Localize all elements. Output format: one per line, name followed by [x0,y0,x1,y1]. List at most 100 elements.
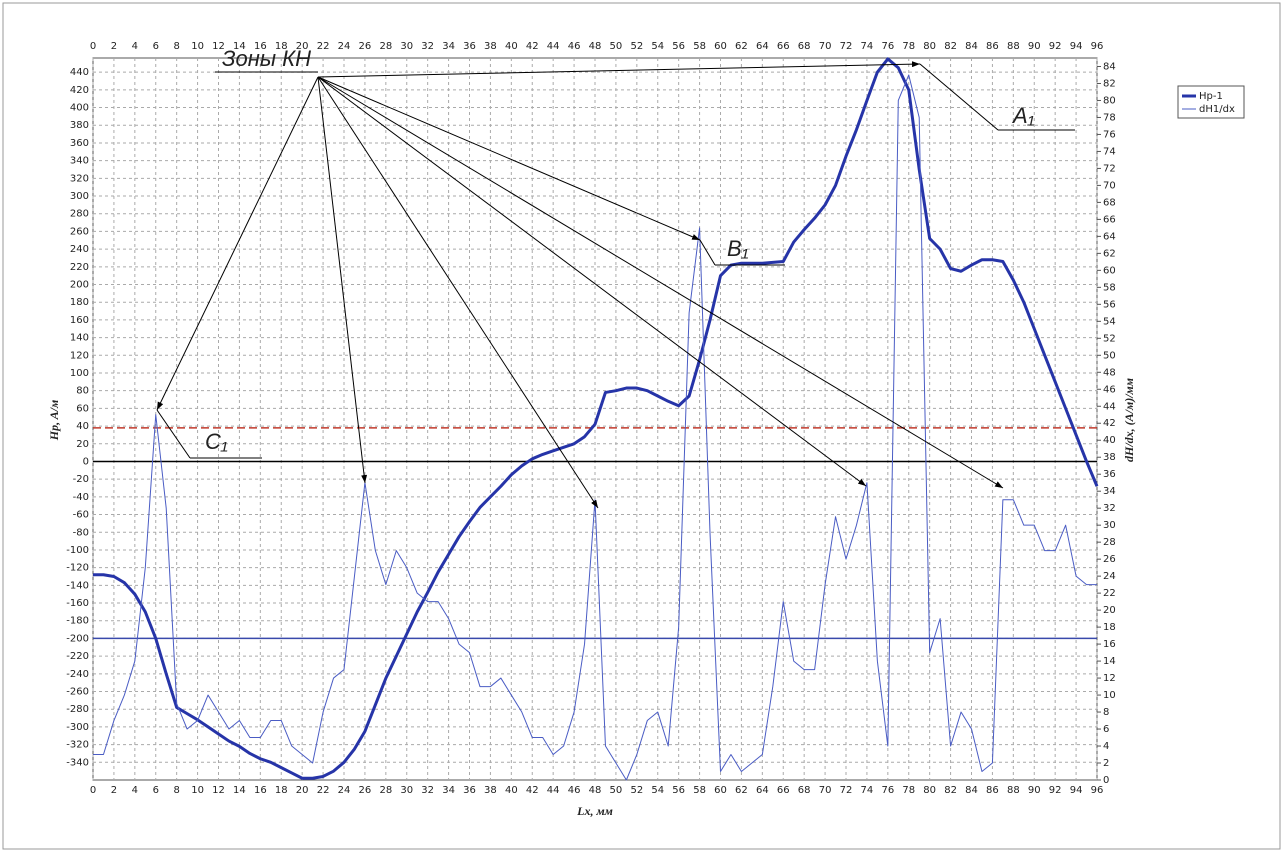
x-tick-label-top: 40 [505,41,518,52]
y2-tick-label: 22 [1103,588,1116,599]
y2-tick-label: 28 [1103,537,1116,548]
x-tick-label-top: 94 [1070,41,1083,52]
x-tick-label: 90 [1028,785,1041,796]
x-tick-label: 48 [589,785,602,796]
y-tick-label: 340 [70,156,89,167]
annotation-arrow [156,76,319,411]
x-tick-label: 60 [714,785,727,796]
x-tick-label-top: 84 [965,41,978,52]
y2-tick-label: 52 [1103,333,1116,344]
x-tick-label-top: 88 [1007,41,1020,52]
y-tick-label: 0 [83,456,89,467]
annotation: B₁ [727,236,749,261]
y-tick-label: -40 [73,492,89,503]
x-tick-label-top: 4 [132,41,138,52]
annotation-leader [919,63,999,131]
y-tick-label: 160 [70,315,89,326]
x-tick-label: 10 [191,785,204,796]
y-tick-label: -300 [66,722,89,733]
y-tick-label: -200 [66,633,89,644]
y2-tick-label: 48 [1103,367,1116,378]
annotation-arrow [317,76,1004,489]
x-tick-label-top: 68 [798,41,811,52]
y-tick-label: -320 [66,740,89,751]
series-line [93,57,1099,780]
x-tick-label: 82 [944,785,957,796]
x-tick-label-top: 92 [1049,41,1062,52]
x-tick-label-top: 58 [693,41,706,52]
y-tick-label: 380 [70,120,89,131]
annotation-arrow [317,76,368,484]
x-tick-label: 42 [526,785,539,796]
annotation: A₁ [1011,103,1035,128]
x-tick-label-top: 90 [1028,41,1041,52]
x-tick-label: 40 [505,785,518,796]
y2-tick-label: 46 [1103,384,1116,395]
y2-tick-label: 8 [1103,707,1109,718]
x-tick-label-top: 6 [153,41,159,52]
y-tick-label: 420 [70,85,89,96]
x-tick-label-top: 24 [338,41,351,52]
x-tick-label-top: 12 [212,41,225,52]
y-tick-label: -260 [66,687,89,698]
y-tick-label: 360 [70,138,89,149]
x-tick-label: 64 [756,785,769,796]
x-tick-label-top: 26 [359,41,372,52]
x-tick-label-top: 14 [233,41,246,52]
y2-tick-label: 32 [1103,503,1116,514]
y2-tick-label: 20 [1103,605,1116,616]
x-tick-label: 58 [693,785,706,796]
x-tick-label-top: 50 [610,41,623,52]
annotation: Зоны КН [222,46,311,71]
y-tick-label: 280 [70,209,89,220]
x-tick-label: 6 [153,785,159,796]
x-tick-label: 68 [798,785,811,796]
legend-label: dH1/dx [1199,104,1235,115]
x-tick-label: 86 [986,785,999,796]
y-tick-label: 180 [70,297,89,308]
y2-tick-label: 24 [1103,571,1116,582]
y-tick-label: 20 [76,439,89,450]
x-tick-label: 16 [254,785,267,796]
y2-axis-label: dH/dx, (A/м)/мм [1122,378,1136,462]
x-tick-label: 66 [777,785,790,796]
legend-label: Hp-1 [1199,91,1223,102]
y2-tick-label: 66 [1103,214,1116,225]
y-tick-label: -60 [73,510,89,521]
y-tick-label: 60 [76,403,89,414]
y2-tick-label: 74 [1103,146,1116,157]
y-tick-label: 300 [70,191,89,202]
x-tick-label-top: 60 [714,41,727,52]
x-tick-label-top: 16 [254,41,267,52]
y2-tick-label: 80 [1103,95,1116,106]
x-tick-label-top: 32 [421,41,434,52]
y2-tick-label: 54 [1103,316,1116,327]
y2-tick-label: 50 [1103,350,1116,361]
x-tick-label: 74 [861,785,874,796]
x-tick-label: 92 [1049,785,1062,796]
y-tick-label: 40 [76,421,89,432]
y2-tick-label: 16 [1103,639,1116,650]
x-tick-label-top: 80 [923,41,936,52]
y2-tick-label: 60 [1103,265,1116,276]
x-tick-label-top: 70 [819,41,832,52]
y-tick-label: 260 [70,226,89,237]
y2-tick-label: 68 [1103,197,1116,208]
y-tick-label: 220 [70,262,89,273]
x-tick-label: 72 [840,785,853,796]
x-tick-label-top: 8 [173,41,179,52]
y2-tick-label: 44 [1103,401,1116,412]
y-tick-label: -240 [66,669,89,680]
y2-tick-label: 38 [1103,452,1116,463]
x-tick-label-top: 52 [630,41,643,52]
x-tick-label: 28 [379,785,392,796]
x-tick-label: 44 [547,785,560,796]
y2-tick-label: 26 [1103,554,1116,565]
x-tick-label-top: 66 [777,41,790,52]
y2-tick-label: 10 [1103,690,1116,701]
x-tick-label-top: 2 [111,41,117,52]
x-tick-label-top: 10 [191,41,204,52]
x-tick-label: 4 [132,785,138,796]
y-tick-label: 320 [70,173,89,184]
x-tick-label-top: 48 [589,41,602,52]
